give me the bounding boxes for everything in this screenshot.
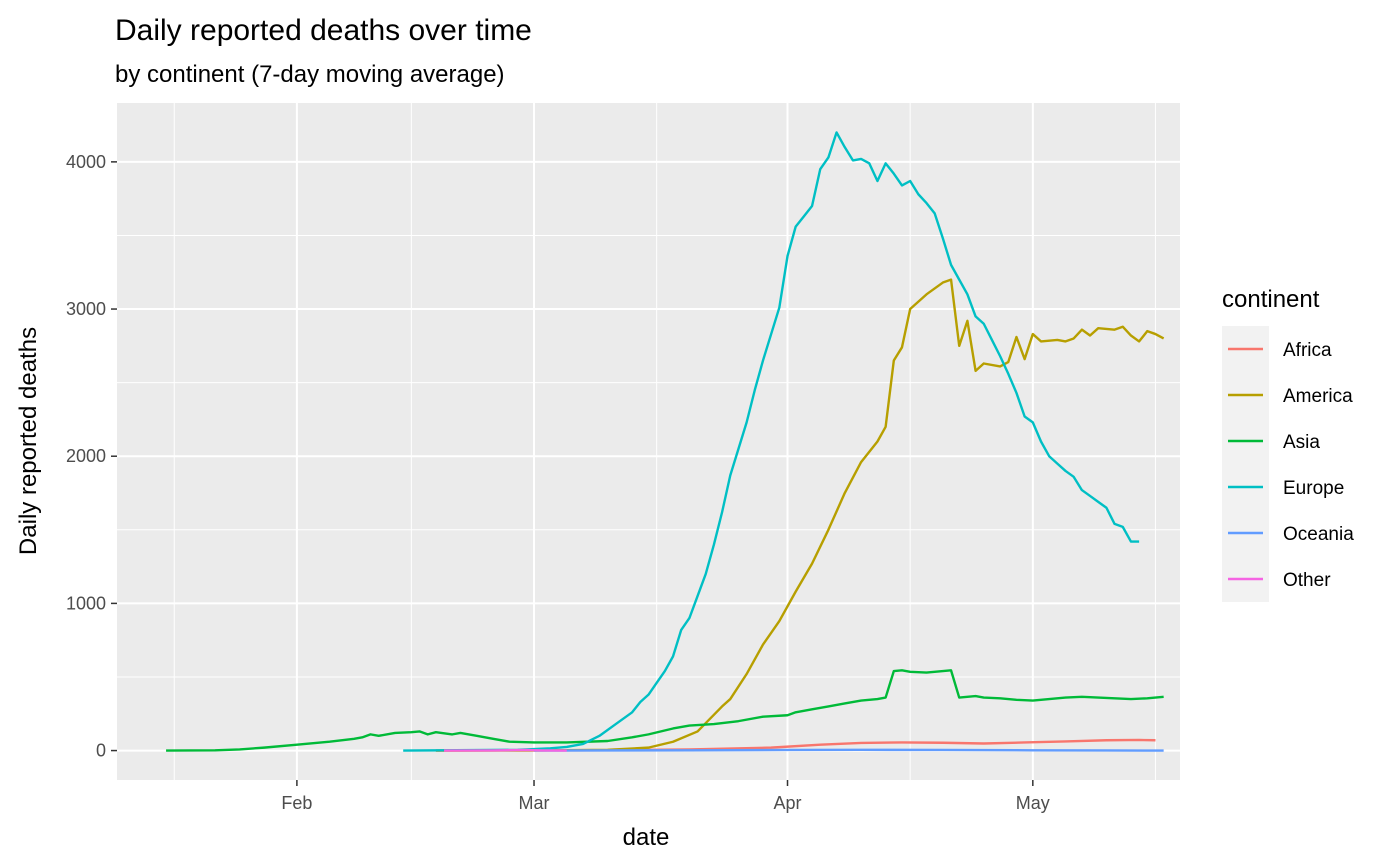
- x-axis-title: date: [623, 824, 670, 851]
- legend-key-background: [1222, 326, 1269, 602]
- x-tick-label: Mar: [519, 793, 550, 813]
- series-line-asia: [166, 669, 1164, 752]
- legend-label-asia: Asia: [1283, 432, 1320, 453]
- y-tick-label: 3000: [66, 299, 106, 319]
- y-tick-label: 4000: [66, 152, 106, 172]
- legend-label-africa: Africa: [1283, 340, 1332, 361]
- legend-label-america: America: [1283, 386, 1353, 407]
- series-layer: [166, 131, 1165, 752]
- series-line-other: [444, 748, 567, 752]
- y-tick-label: 2000: [66, 446, 106, 466]
- y-tick-label: 0: [96, 741, 106, 761]
- chart-subtitle: by continent (7-day moving average): [115, 61, 505, 88]
- series-line-america: [435, 278, 1165, 752]
- y-tick-label: 1000: [66, 593, 106, 613]
- legend-items: Africa America Asia Europe Oceania Other: [1222, 326, 1354, 602]
- legend-title: continent: [1222, 286, 1320, 313]
- legend-label-oceania: Oceania: [1283, 524, 1354, 545]
- legend: continent Africa America Asia Europe Oceania…: [1222, 286, 1354, 602]
- x-tick-label: May: [1016, 793, 1050, 813]
- y-axis: 0 1000 2000 3000 4000: [66, 152, 117, 761]
- x-axis: Feb Mar Apr May: [281, 780, 1050, 813]
- legend-label-other: Other: [1283, 570, 1331, 591]
- plot-panel: [117, 103, 1180, 780]
- y-axis-title: Daily reported deaths: [15, 327, 42, 555]
- chart-title: Daily reported deaths over time: [115, 14, 532, 47]
- legend-label-europe: Europe: [1283, 478, 1344, 499]
- grid-minor: [117, 103, 1180, 780]
- series-line-oceania: [534, 748, 1164, 752]
- x-tick-label: Apr: [773, 793, 801, 813]
- series-line-europe: [403, 131, 1140, 752]
- x-tick-label: Feb: [281, 793, 312, 813]
